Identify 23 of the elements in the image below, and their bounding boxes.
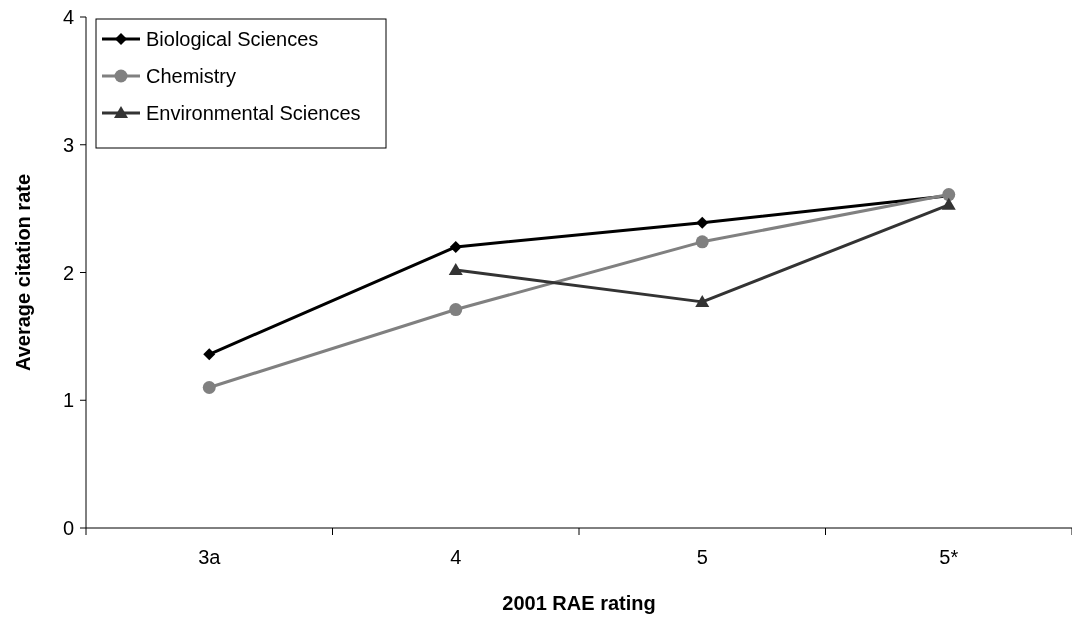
x-tick-label: 4 — [450, 546, 462, 568]
legend-label: Environmental Sciences — [146, 102, 361, 124]
y-tick-label: 0 — [62, 517, 74, 539]
x-tick-label: 5* — [939, 546, 959, 568]
point — [695, 294, 710, 307]
point — [448, 262, 463, 275]
point — [449, 303, 463, 317]
x-tick-label: 3a — [198, 546, 222, 568]
point — [202, 380, 216, 394]
y-tick-label: 4 — [62, 6, 74, 28]
y-axis-title: Average citation rate — [12, 173, 34, 372]
point — [941, 197, 956, 210]
y-tick-label: 2 — [62, 261, 74, 284]
point — [695, 235, 709, 249]
x-tick-label: 5 — [696, 546, 708, 568]
y-tick-label: 3 — [62, 133, 74, 156]
x-axis-title: 2001 RAE rating — [502, 592, 656, 614]
y-tick-label: 1 — [62, 389, 74, 412]
point — [696, 216, 709, 229]
point — [449, 240, 462, 253]
legend-label: Biological Sciences — [146, 28, 319, 50]
point — [203, 348, 216, 361]
legend-label: Chemistry — [146, 65, 237, 87]
